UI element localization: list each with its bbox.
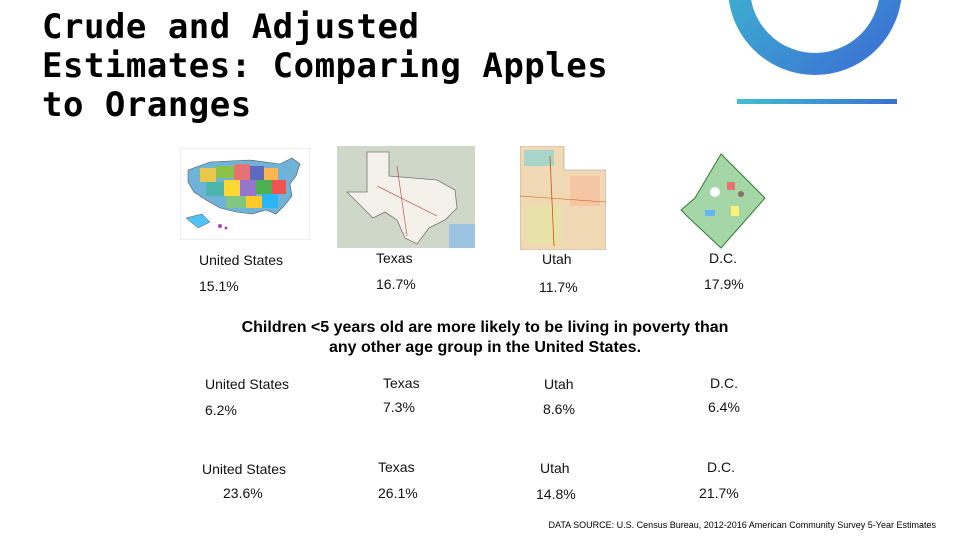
row1-us-name: United States [199, 252, 284, 268]
row3-dc-name: D.C. [707, 459, 735, 475]
row1-ut-value: 11.7% [539, 279, 578, 295]
row1-us-value: 15.1% [199, 278, 239, 294]
row2-tx-name: Texas [383, 375, 420, 391]
row2-us-value: 6.2% [205, 402, 237, 418]
row2-tx-value: 7.3% [383, 399, 415, 415]
row2-ut-value: 8.6% [543, 401, 575, 417]
data-source-note: DATA SOURCE: U.S. Census Bureau, 2012-20… [548, 520, 937, 530]
texas-map-image [337, 146, 475, 248]
statement-line-2: any other age group in the United States… [328, 339, 642, 356]
united-states-map-image [180, 148, 310, 240]
decorative-ring-graphic [728, 0, 902, 104]
row2-dc-name: D.C. [710, 375, 738, 391]
dc-map-image [680, 153, 766, 249]
row3-us-name: United States [202, 461, 287, 477]
statement-line-1: Children <5 years old are more likely to… [241, 319, 729, 336]
poverty-statement: Children <5 years old are more likely to… [180, 318, 790, 358]
title-line-1: Crude and Adjusted [42, 7, 420, 47]
row3-ut-name: Utah [540, 460, 570, 476]
row3-ut-value: 14.8% [536, 486, 576, 502]
row3-tx-name: Texas [378, 459, 415, 475]
title-line-3: to Oranges [42, 85, 252, 125]
row2-dc-value: 6.4% [708, 399, 740, 415]
row3-tx-value: 26.1% [378, 485, 418, 501]
row1-tx-name: Texas [376, 250, 413, 266]
row2-ut-name: Utah [544, 376, 574, 392]
row3-us-value: 23.6% [223, 485, 263, 501]
title-line-2: Estimates: Comparing Apples [42, 46, 609, 86]
row1-ut-name: Utah [542, 251, 572, 267]
row2-us-name: United States [205, 376, 290, 392]
row3-dc-value: 21.7% [699, 485, 739, 501]
ring-shape [728, 0, 902, 75]
utah-map-image [520, 146, 606, 250]
row1-tx-value: 16.7% [376, 276, 416, 292]
slide-title: Crude and Adjusted Estimates: Comparing … [42, 8, 722, 125]
accent-bar [737, 99, 897, 104]
row1-dc-value: 17.9% [704, 276, 744, 292]
row1-dc-name: D.C. [709, 250, 737, 266]
